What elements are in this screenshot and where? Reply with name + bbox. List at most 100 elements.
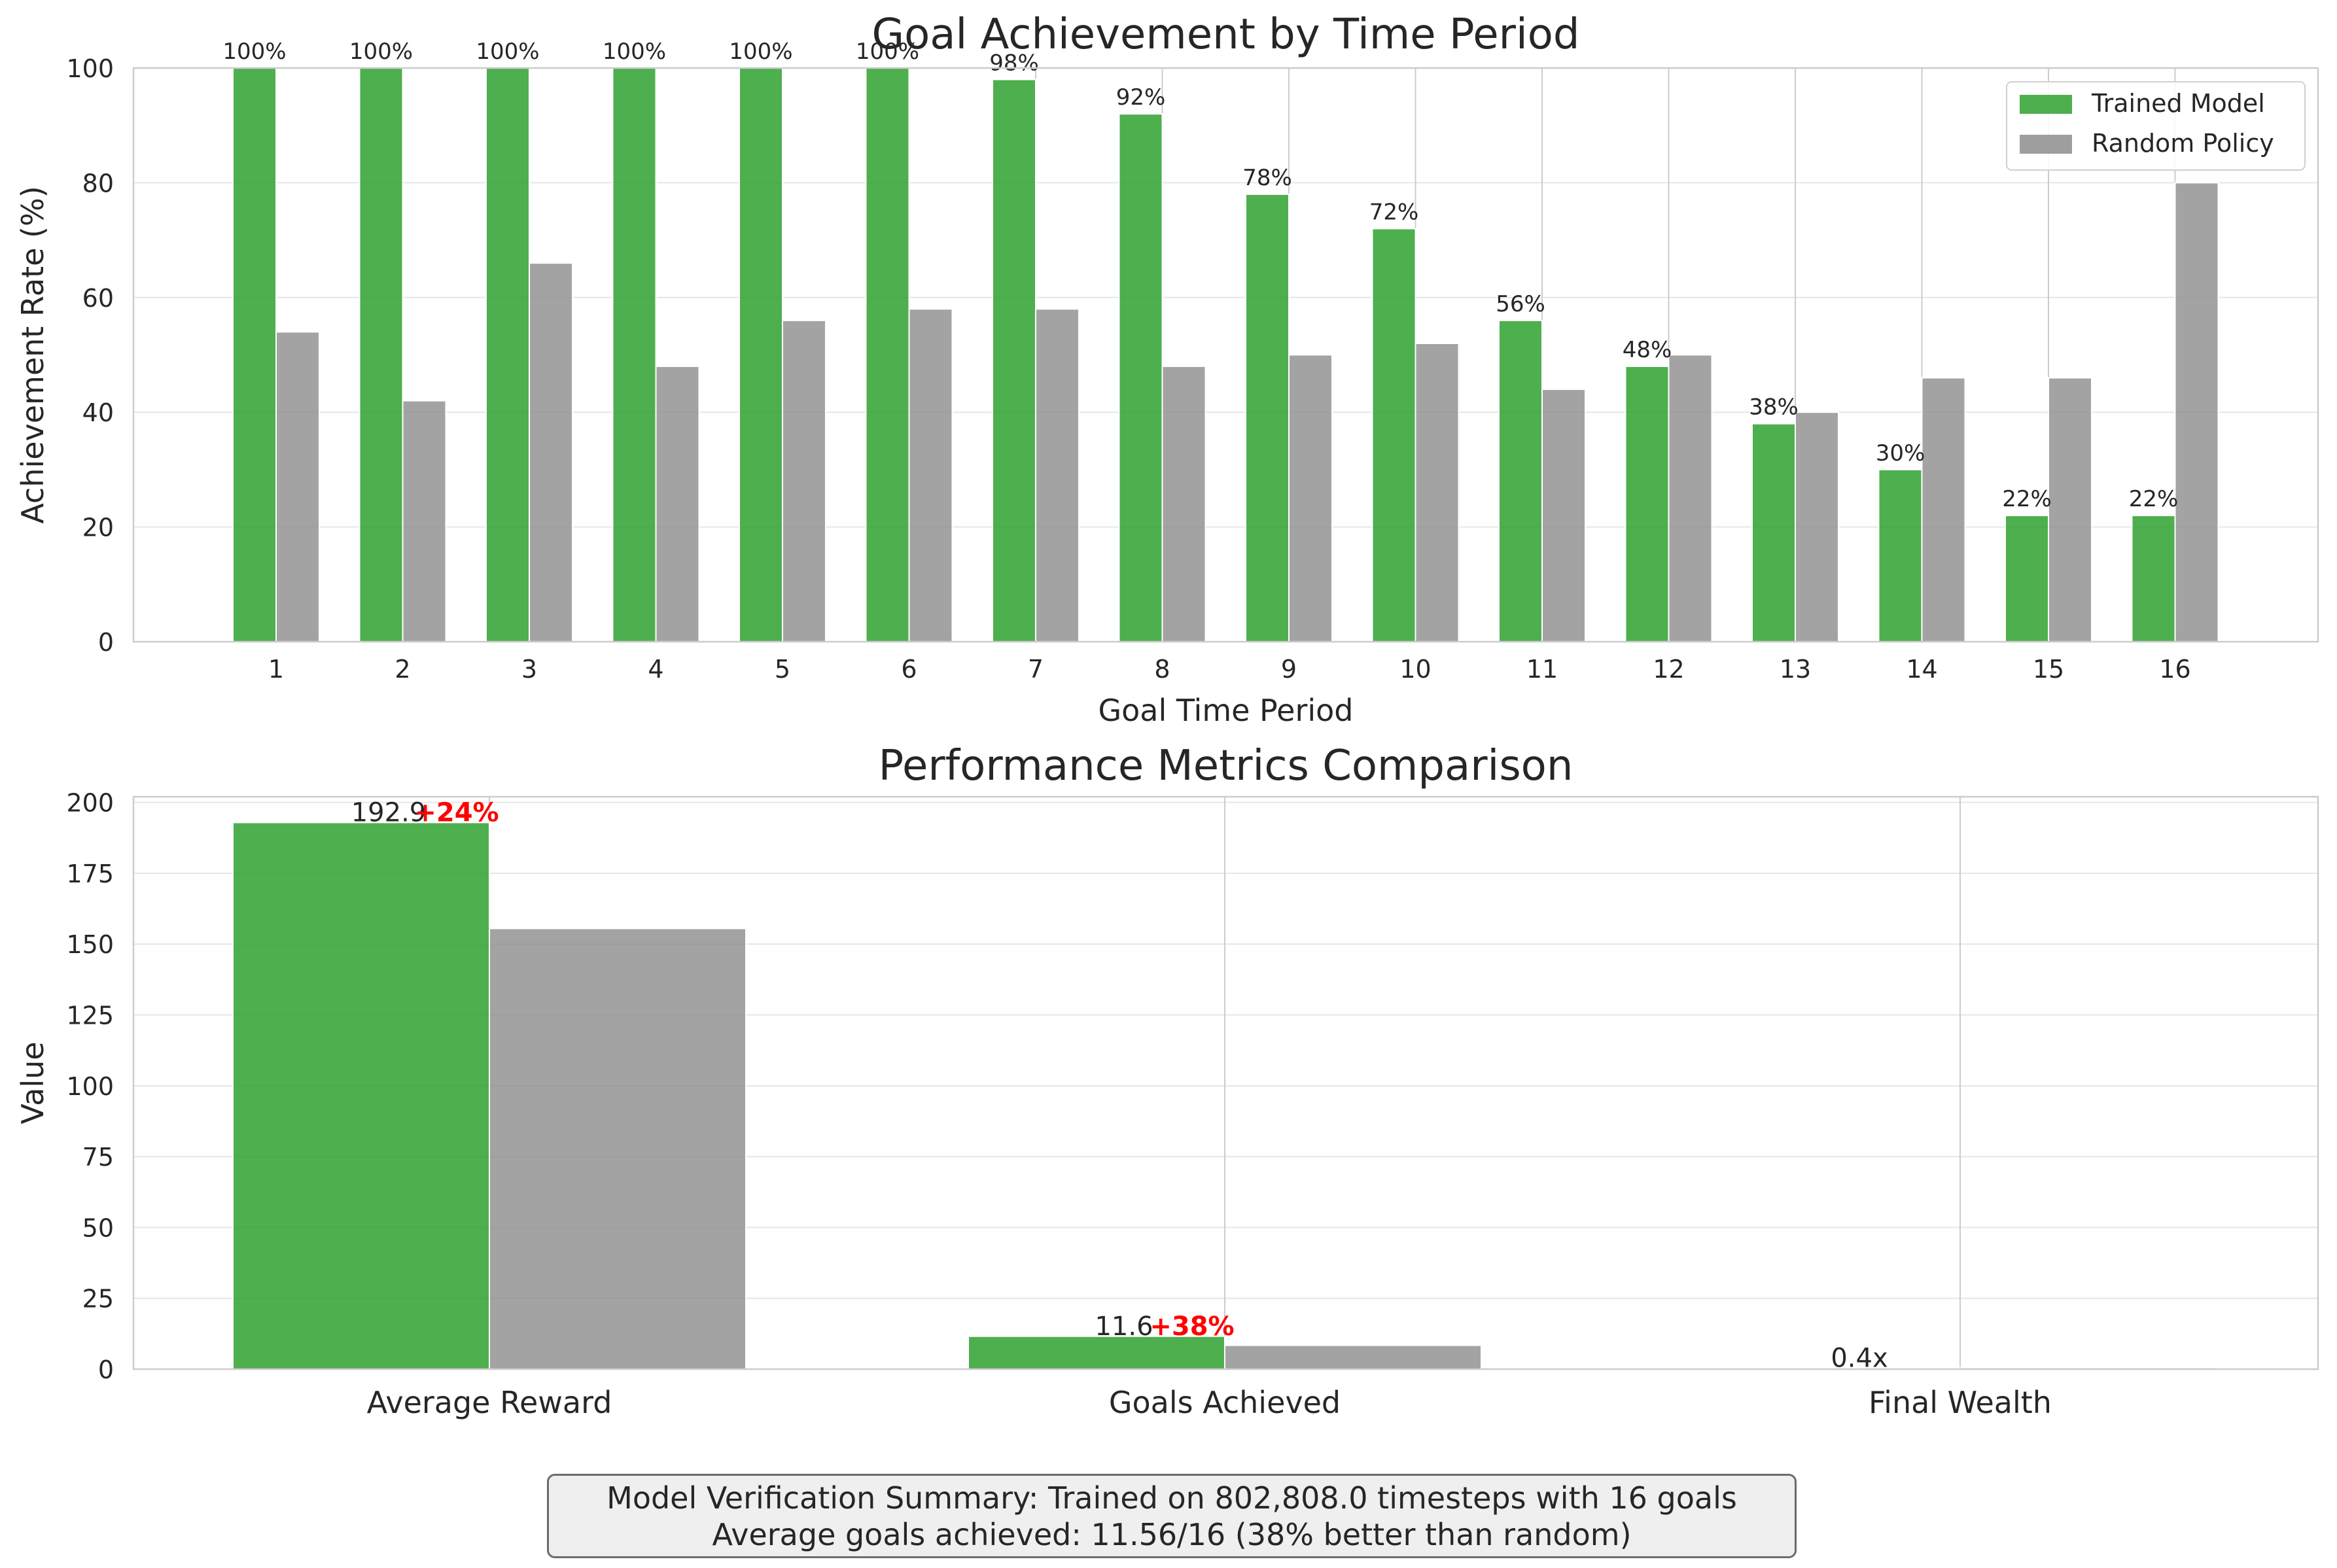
bar-random-policy [1541,389,1586,642]
bar-trained-model [1245,193,1290,642]
bar-random-policy [402,400,447,642]
y-tick-label: 200 [66,789,114,818]
x-tick-label: 14 [1906,655,1937,684]
x-tick-label: 15 [2033,655,2064,684]
legend-label: Trained Model [2091,89,2265,118]
y-tick-label: 175 [66,860,114,888]
bar-random-policy [1921,377,1966,643]
x-tick-label: 13 [1780,655,1811,684]
y-tick-label: 100 [66,54,114,83]
x-axis-label-1: Goal Time Period [1098,693,1353,728]
x-tick-label: 9 [1281,655,1297,684]
y-tick-label: 100 [66,1072,114,1101]
plot-frame-1 [132,67,2319,643]
chart-title-2: Performance Metrics Comparison [879,742,1573,790]
bar-trained-model [968,1335,1225,1370]
bar-random-policy [908,308,953,642]
y-tick-label: 125 [66,1002,114,1030]
data-label-trained: 11.6 [1095,1312,1153,1342]
bar-random-policy [782,319,826,642]
y-tick-label: 60 [82,284,114,313]
summary-line-1: Model Verification Summary: Trained on 8… [606,1480,1737,1516]
bar-trained-model [2005,515,2049,642]
x-tick-label: 6 [901,655,917,684]
bar-trained-model [1751,423,1796,642]
bar-random-policy [275,331,320,642]
x-tick-label: 10 [1399,655,1431,684]
data-label-trained: 100% [729,39,792,65]
performance-metrics-chart: 0 25 50 75 100 125 150 175 200 192.9+24% Average R… [15,742,2319,1420]
data-label-trained: 98% [989,50,1039,77]
x-tick-label: 7 [1028,655,1044,684]
x-tick-label: 3 [521,655,537,684]
x-tick-label: 16 [2159,655,2190,684]
data-label-trained: 22% [2002,486,2052,512]
data-label-trained: 100% [349,39,413,65]
y-tick-label: 50 [82,1213,114,1242]
x-tick-label: 11 [1526,655,1558,684]
data-label-trained: 56% [1496,291,1545,317]
bar-trained-model [1498,319,1543,642]
bar-trained-model [1625,366,1670,642]
y-tick-label: 80 [82,169,114,198]
legend-swatch [2020,95,2072,114]
y-tick-label: 40 [82,398,114,427]
improvement-annotation: +38% [1150,1312,1234,1342]
x-tick-label: 1 [268,655,284,684]
data-label-trained: 72% [1369,200,1419,226]
x-tick-label: 2 [395,655,410,684]
bar-random-policy [1035,308,1080,642]
bar-random-policy [2174,182,2219,642]
x-tick-label: 5 [775,655,790,684]
y-tick-label: 25 [82,1285,114,1314]
data-label-trained: 38% [1749,394,1799,421]
data-label-trained: 48% [1623,337,1672,363]
bar-random-policy [529,262,573,642]
data-label-trained: 0.4x [1831,1343,1888,1373]
data-label-trained: 78% [1242,165,1292,191]
improvement-annotation: +24% [414,797,499,828]
x-tick-label: 8 [1154,655,1170,684]
bar-trained-model [739,67,783,642]
data-label-trained: 92% [1116,84,1166,111]
x-tick-label: 12 [1653,655,1684,684]
data-label-trained: 192.9 [351,797,427,828]
y-axis-label-1: Achievement Rate (%) [15,186,50,523]
data-label-trained: 22% [2129,486,2179,512]
bar-trained-model [992,78,1036,643]
plot-frame-2 [132,795,2319,1370]
legend-box [2006,81,2306,171]
data-label-trained: 100% [856,39,919,65]
bar-random-policy [489,928,747,1370]
y-tick-label: 20 [82,514,114,542]
bar-trained-model [232,67,277,642]
x-tick-label: Average Reward [367,1385,612,1420]
data-label-trained: 100% [222,39,286,65]
y-tick-label: 75 [82,1143,114,1172]
bar-trained-model [1878,468,1923,643]
bar-trained-model [359,67,404,642]
data-label-trained: 100% [476,39,539,65]
bar-random-policy [1224,1344,1482,1370]
plot-area-1 [133,68,2318,642]
y-axis-label-2: Value [15,1041,50,1124]
bar-trained-model [232,822,490,1370]
bar-random-policy [1668,354,1713,642]
goal-achievement-chart: 0 20 40 60 80 100 100% 1 100% 2 100% 3 100% 4 100% 5 100… [15,10,2319,728]
x-tick-label: Goals Achieved [1109,1385,1341,1420]
bar-trained-model [1118,113,1163,643]
bar-random-policy [1288,354,1333,642]
bar-trained-model [485,67,530,642]
bar-random-policy [655,366,700,642]
bar-trained-model [1371,228,1416,642]
summary-line-2: Average goals achieved: 11.56/16 (38% be… [712,1517,1632,1552]
bar-random-policy [1161,366,1206,642]
y-tick-label: 0 [98,628,114,657]
data-label-trained: 100% [603,39,666,65]
bar-random-policy [2048,377,2092,643]
bar-random-policy [1795,411,1839,642]
verification-summary-box: Model Verification Summary: Trained on 8… [547,1474,1797,1558]
y-tick-label: 150 [66,930,114,959]
y-tick-label: 0 [98,1355,114,1384]
